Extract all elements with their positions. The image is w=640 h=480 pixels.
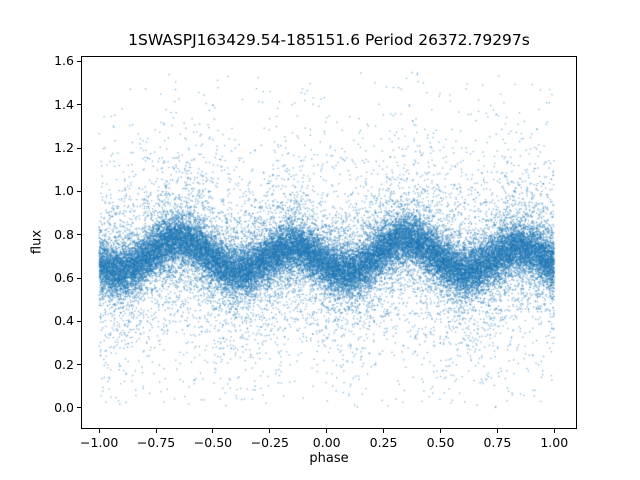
x-tick-mark (439, 429, 441, 433)
y-tick-label: 0.2 (54, 356, 74, 372)
y-tick-label: 0.0 (54, 399, 74, 415)
plot-title: 1SWASPJ163429.54-185151.6 Period 26372.7… (128, 31, 530, 49)
y-tick-mark (77, 364, 81, 366)
x-tick-mark (553, 429, 555, 433)
x-tick-label: 1.00 (540, 435, 569, 450)
x-tick-label: −0.50 (193, 435, 233, 450)
x-tick-label: −0.25 (250, 435, 289, 450)
x-tick-mark (326, 429, 328, 433)
y-tick-label: 1.0 (54, 183, 74, 199)
x-tick-mark (155, 429, 157, 433)
x-axis-label: phase (309, 451, 349, 466)
x-tick-mark (269, 429, 271, 433)
y-tick-label: 0.8 (54, 226, 74, 242)
x-tick-label: −0.75 (136, 435, 176, 450)
y-tick-mark (77, 234, 81, 236)
y-axis-label: flux (29, 229, 45, 255)
y-tick-mark (77, 320, 81, 322)
y-tick-label: 1.2 (54, 140, 74, 156)
y-tick-label: 0.4 (54, 313, 74, 329)
y-tick-label: 0.6 (54, 270, 74, 286)
y-tick-mark (77, 277, 81, 279)
x-tick-mark (383, 429, 385, 433)
scatter-points-canvas (81, 56, 577, 429)
y-tick-mark (77, 190, 81, 192)
x-tick-label: 0.00 (312, 435, 341, 450)
y-tick-label: 1.6 (54, 53, 74, 69)
y-tick-mark (77, 147, 81, 149)
x-tick-label: 0.50 (426, 435, 455, 450)
x-tick-label: −1.00 (80, 435, 119, 450)
y-tick-mark (77, 60, 81, 62)
x-tick-label: 0.25 (369, 435, 398, 450)
x-tick-mark (496, 429, 498, 433)
y-tick-label: 1.4 (54, 96, 74, 112)
x-tick-label: 0.75 (483, 435, 512, 450)
y-tick-mark (77, 407, 81, 409)
x-tick-mark (212, 429, 214, 433)
x-tick-mark (98, 429, 100, 433)
y-tick-mark (77, 104, 81, 106)
